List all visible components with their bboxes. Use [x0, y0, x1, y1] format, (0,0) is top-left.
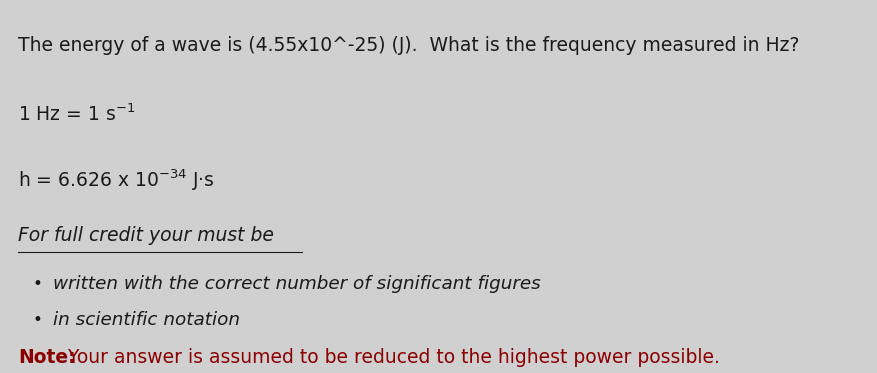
Text: For full credit your must be: For full credit your must be — [18, 226, 274, 245]
Text: •: • — [32, 275, 43, 293]
Text: h = 6.626 x 10$^{-34}$ J·s: h = 6.626 x 10$^{-34}$ J·s — [18, 167, 214, 192]
Text: The energy of a wave is (4.55x10^-25) (J).  What is the frequency measured in Hz: The energy of a wave is (4.55x10^-25) (J… — [18, 36, 798, 55]
Text: written with the correct number of significant figures: written with the correct number of signi… — [53, 275, 540, 293]
Text: Note:: Note: — [18, 348, 75, 367]
Text: in scientific notation: in scientific notation — [53, 311, 240, 329]
Text: Your answer is assumed to be reduced to the highest power possible.: Your answer is assumed to be reduced to … — [61, 348, 719, 367]
Text: 1 Hz = 1 s$^{-1}$: 1 Hz = 1 s$^{-1}$ — [18, 103, 135, 125]
Text: •: • — [32, 311, 43, 329]
